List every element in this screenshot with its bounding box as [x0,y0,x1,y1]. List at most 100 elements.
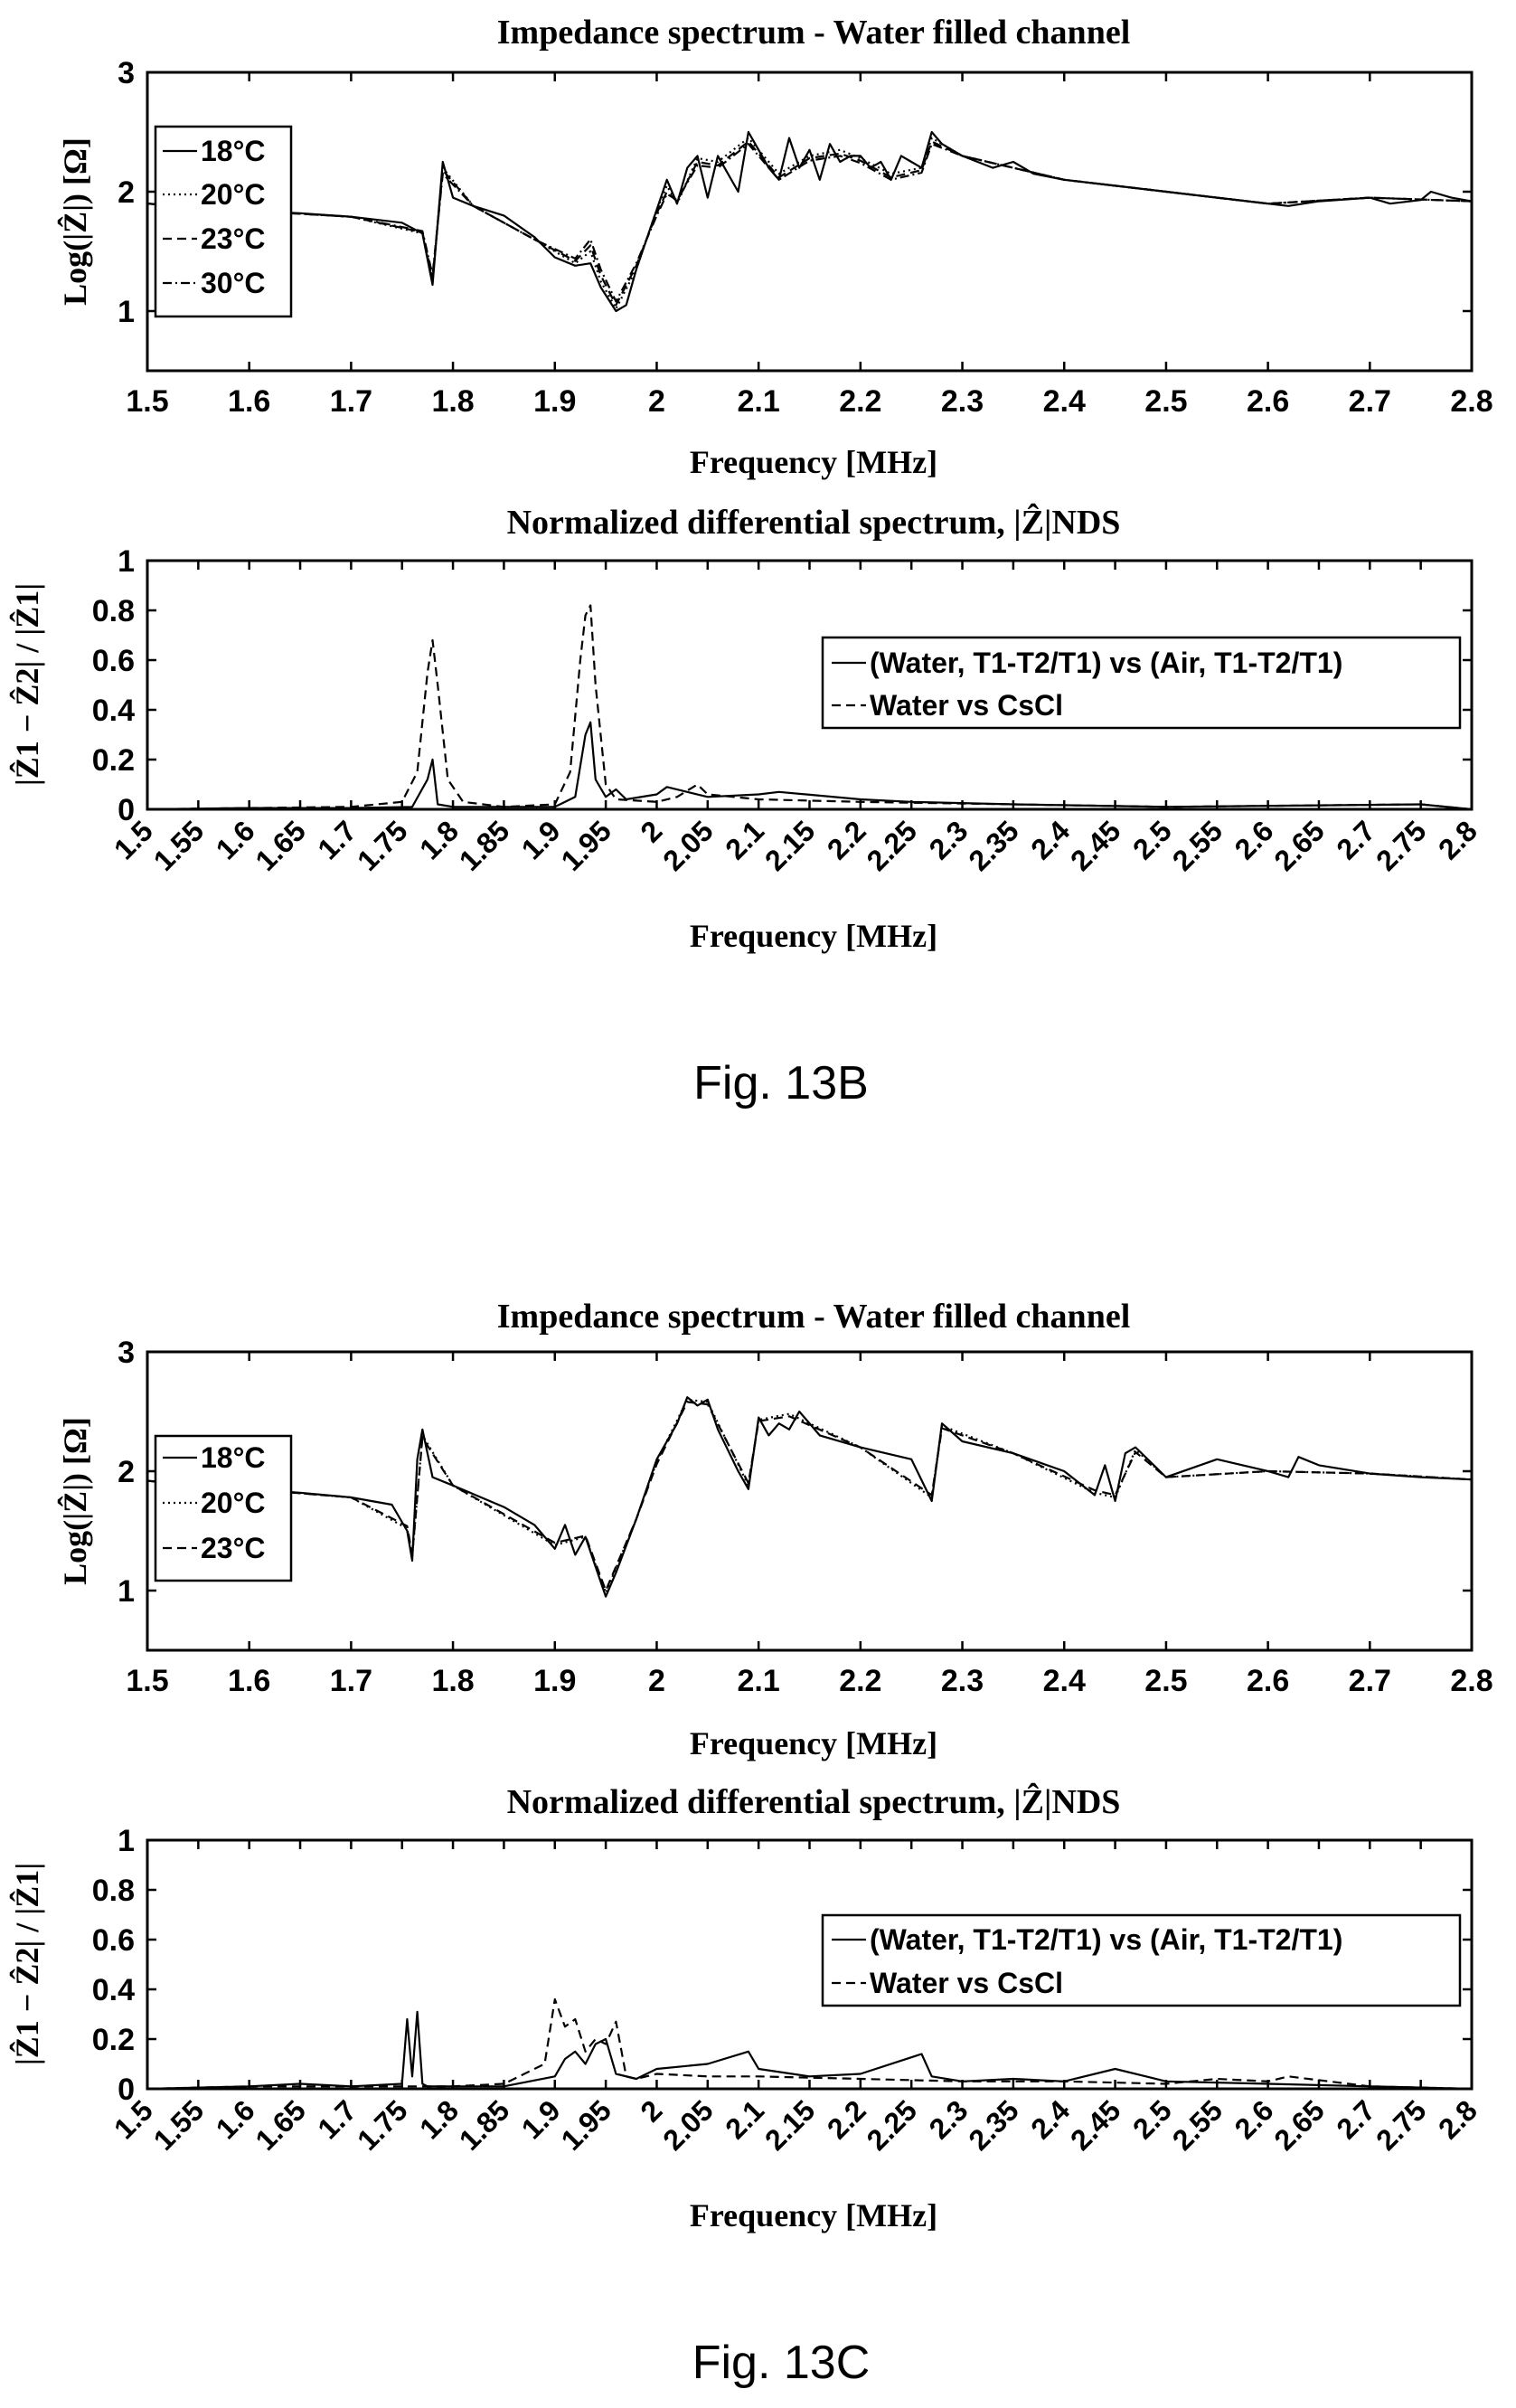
y-tick-label: 0 [118,793,135,827]
legend-label-water-air: (Water, T1-T2/T1) vs (Air, T1-T2/T1) [870,647,1342,679]
x-tick-label: 2.2 [839,384,881,419]
x-tick-label: 2.7 [1349,384,1391,419]
figure-caption-13c: Fig. 13C [692,2337,871,2389]
x-tick-label: 2.15 [758,2093,821,2156]
plot-frame [146,71,1474,373]
x-tick-label: 2.25 [861,814,923,876]
x-tick-label: 2.8 [1432,814,1483,865]
y-axis-label: |Ẑ1 − Ẑ2| / |Ẑ1| [9,583,45,786]
y-tick-label: 0.4 [92,694,135,728]
legend-label-water-air: (Water, T1-T2/T1) vs (Air, T1-T2/T1) [870,1923,1342,1956]
x-tick-label: 2.8 [1450,384,1492,419]
x-axis-label: Frequency [MHz] [690,444,937,480]
y-tick-label: 2 [118,175,135,210]
x-tick-label: 2.5 [1144,1664,1187,1698]
legend-label-18c: 18°C [201,135,266,167]
y-tick-label: 3 [118,1336,135,1370]
x-tick-label: 2.2 [839,1664,881,1698]
series-line [146,1401,1473,1592]
x-tick-label: 1.9 [533,1664,576,1698]
x-tick-label: 1.85 [453,814,515,876]
x-tick-label: 2.55 [1166,814,1229,876]
plot-frame [146,1350,1474,1652]
series-lines [146,1396,1473,1598]
legend-label-30c: 30°C [201,267,266,299]
x-tick-label: 1.8 [431,384,474,419]
y-tick-label: 0.4 [92,1973,135,2007]
x-tick-label: 2.75 [1370,2093,1432,2156]
x-tick-label: 2.65 [1267,2093,1330,2156]
x-tick-label: 2.8 [1450,1664,1492,1698]
x-tick-label: 1.7 [330,384,372,419]
impedance-plot-13c: Impedance spectrum - Water filled channe… [57,1298,1493,1761]
x-tick-label: 1.65 [249,2093,311,2156]
x-tick-label: 1.55 [147,2093,210,2156]
y-tick-label: 0 [118,2073,135,2107]
y-tick-label: 1 [118,544,135,579]
y-tick-label: 1 [118,1824,135,1858]
plot-title: Normalized differential spectrum, |Ẑ|NDS [507,1783,1121,1821]
x-tick-label: 2 [634,2093,668,2128]
x-tick-label: 2.1 [738,1664,780,1698]
legend-label-18c: 18°C [201,1441,266,1474]
x-tick-label: 2.4 [1043,1664,1086,1698]
x-tick-label: 2.45 [1064,2093,1126,2156]
y-tick-label: 0.8 [92,594,135,628]
x-tick-label: 2 [648,384,665,419]
x-tick-label: 1.75 [351,814,413,876]
x-axis-label: Frequency [MHz] [690,1725,937,1761]
y-tick-label: 0.6 [92,1923,135,1958]
x-axis-label: Frequency [MHz] [690,2197,937,2233]
legend-box [821,1913,1462,2007]
y-axis-label: Log(|Ẑ|) [Ω] [57,137,93,306]
y-tick-label: 0.6 [92,644,135,678]
x-tick-label: 2.7 [1349,1664,1391,1698]
legend-label-water-cscl: Water vs CsCl [870,1967,1063,1999]
x-tick-label: 2.3 [941,1664,984,1698]
x-tick-label: 2.4 [1043,384,1086,419]
y-tick-label: 1 [118,295,135,329]
series-line [146,143,1473,303]
legend-label-20c: 20°C [201,1487,266,1519]
legend-box [154,1434,293,1582]
x-tick-label: 2 [648,1664,665,1698]
y-axis-label: |Ẑ1 − Ẑ2| / |Ẑ1| [9,1863,45,2065]
series-lines [146,130,1473,313]
series-line [146,721,1473,811]
x-tick-label: 2.05 [656,2093,719,2156]
series-lines [146,1997,1473,2091]
plot-title: Impedance spectrum - Water filled channe… [497,1298,1131,1336]
x-tick-label: 1.6 [228,1664,270,1698]
series-line [146,604,1473,811]
series-line [146,2010,1473,2091]
x-tick-label: 1.5 [126,384,168,419]
legend-box [821,636,1462,730]
series-line [146,137,1473,310]
x-tick-label: 1.5 [126,1664,168,1698]
x-tick-label: 1.55 [147,814,210,876]
x-tick-label: 1.95 [555,814,617,876]
x-tick-label: 1.85 [453,2093,515,2156]
x-tick-label: 2.05 [656,814,719,876]
x-tick-label: 2.45 [1064,814,1126,876]
legend-box [154,125,293,318]
plot-title: Normalized differential spectrum, |Ẑ|NDS [507,504,1121,542]
figure-caption-13b: Fig. 13B [693,1057,869,1110]
x-tick-label: 2.8 [1432,2093,1483,2145]
x-tick-label: 2.6 [1247,384,1289,419]
y-tick-label: 0.8 [92,1874,135,1908]
x-tick-label: 2.1 [738,384,780,419]
x-tick-label: 2.3 [941,384,984,419]
x-tick-label: 2.65 [1267,814,1330,876]
x-tick-label: 1.7 [330,1664,372,1698]
legend-label-23c: 23°C [201,1532,266,1564]
x-tick-label: 2.6 [1247,1664,1289,1698]
x-tick-label: 1.8 [431,1664,474,1698]
legend: 18°C 20°C 23°C 30°C [154,125,293,318]
legend-label-water-cscl: Water vs CsCl [870,689,1063,722]
series-line [146,1997,1473,2091]
legend: 18°C 20°C 23°C [154,1434,293,1582]
legend-label-20c: 20°C [201,178,266,211]
series-line [146,140,1473,307]
